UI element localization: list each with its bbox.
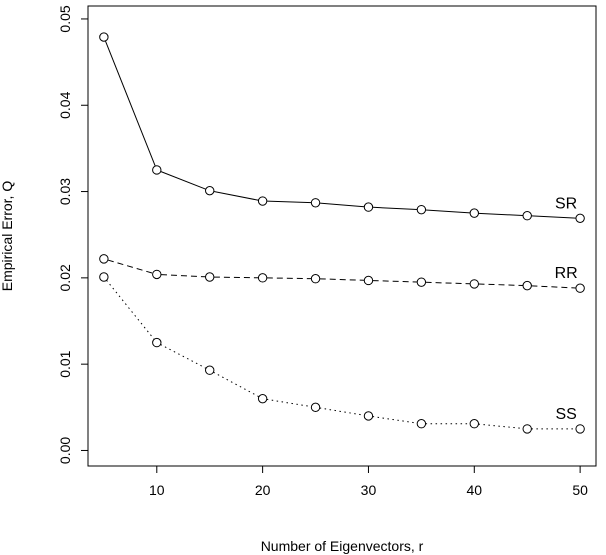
series-line-segment xyxy=(319,278,365,281)
data-point xyxy=(99,254,109,264)
data-point xyxy=(205,272,215,282)
y-tick-label: 0.00 xyxy=(57,437,73,464)
series-line-segment xyxy=(425,281,471,285)
series-rr: RR xyxy=(99,254,585,293)
y-axis: 0.00 0.01 0.02 0.03 0.04 0.05 xyxy=(57,5,88,464)
series-line-segment xyxy=(106,279,155,340)
data-point xyxy=(152,337,162,348)
x-tick-label: 20 xyxy=(255,482,271,498)
y-tick-label: 0.04 xyxy=(57,91,73,118)
series-line-segment xyxy=(160,171,206,190)
y-tick-label: 0.03 xyxy=(57,178,73,205)
data-point xyxy=(152,269,162,280)
data-point xyxy=(416,204,427,215)
y-tick-label: 0.02 xyxy=(57,264,73,291)
data-point xyxy=(522,280,532,291)
data-point xyxy=(257,273,268,283)
data-point xyxy=(310,274,321,284)
x-tick-label: 10 xyxy=(149,482,165,498)
x-axis: 10 20 30 40 50 xyxy=(149,466,588,498)
y-tick-label: 0.05 xyxy=(57,5,73,32)
series-line-segment xyxy=(160,344,207,369)
data-point xyxy=(416,419,427,429)
data-point xyxy=(363,411,374,421)
data-point xyxy=(152,165,162,175)
data-point xyxy=(310,198,321,208)
data-point xyxy=(575,424,585,434)
data-point xyxy=(469,279,479,289)
series-sr: SR xyxy=(99,32,585,224)
data-point xyxy=(575,213,585,224)
plot-frame xyxy=(87,5,597,467)
series-layer: SR RR SS xyxy=(99,32,585,434)
series-line-segment xyxy=(319,407,365,416)
series-line-segment xyxy=(213,276,259,279)
series-line-segment xyxy=(319,202,365,208)
series-line-segment xyxy=(266,398,312,408)
data-point xyxy=(522,211,532,221)
data-point xyxy=(575,283,585,293)
data-point xyxy=(205,185,215,196)
data-point xyxy=(363,202,374,212)
series-line-segment xyxy=(372,280,418,283)
data-point xyxy=(522,424,532,434)
series-line-segment xyxy=(266,277,312,280)
series-line-segment xyxy=(160,274,206,278)
series-ss: SS xyxy=(99,272,585,434)
series-line-segment xyxy=(372,206,418,210)
y-axis-label: Empirical Error, Q xyxy=(0,181,15,292)
series-line-segment xyxy=(372,416,418,424)
series-label: RR xyxy=(555,265,578,282)
data-point xyxy=(416,277,427,287)
x-tick-label: 40 xyxy=(467,482,483,498)
data-point xyxy=(469,208,479,218)
series-line-segment xyxy=(478,212,524,217)
data-point xyxy=(469,419,479,429)
series-line-segment xyxy=(107,259,153,274)
series-line-segment xyxy=(425,209,471,214)
y-tick-label: 0.01 xyxy=(57,350,73,377)
data-point xyxy=(99,32,109,42)
data-point xyxy=(363,275,374,286)
series-line-segment xyxy=(213,191,259,201)
data-point xyxy=(205,365,215,375)
x-tick-label: 50 xyxy=(572,482,588,498)
series-line-segment xyxy=(531,215,576,219)
series-line-segment xyxy=(213,371,260,398)
series-label: SS xyxy=(555,406,576,423)
data-point xyxy=(99,272,109,282)
series-line-segment xyxy=(266,200,312,204)
x-tick-label: 30 xyxy=(361,482,377,498)
series-line-segment xyxy=(478,423,524,429)
series-label: SR xyxy=(555,195,577,212)
data-point xyxy=(310,402,321,413)
series-line-segment xyxy=(531,285,576,289)
series-line-segment xyxy=(104,40,156,167)
x-axis-label: Number of Eigenvectors, r xyxy=(261,538,424,554)
series-line-segment xyxy=(478,283,524,286)
data-point xyxy=(257,196,268,206)
data-point xyxy=(257,393,268,404)
